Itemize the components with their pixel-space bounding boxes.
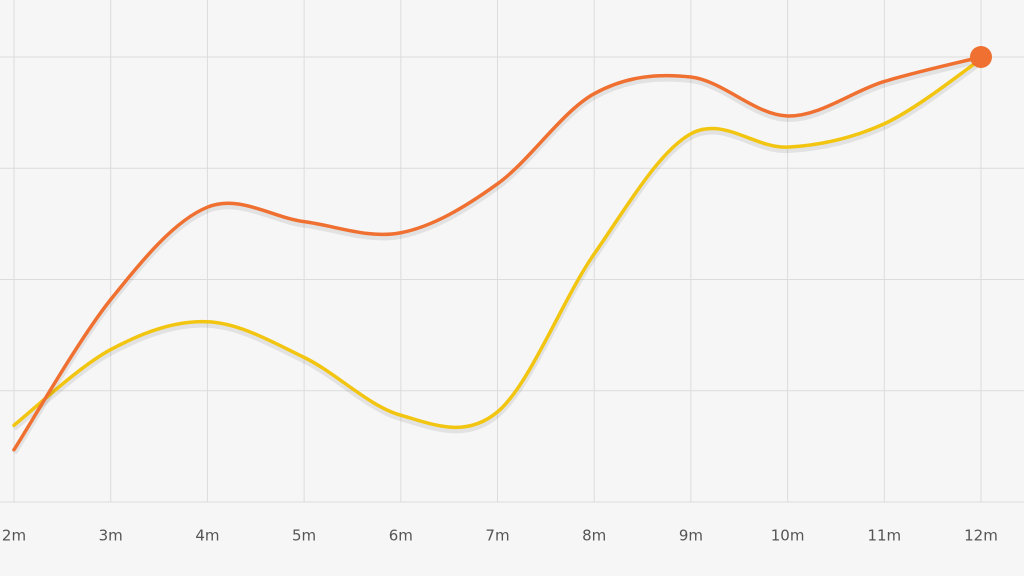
x-tick-label: 8m [582,527,606,545]
series-shadow [11,57,982,455]
x-tick-label: 6m [389,527,413,545]
series-line [12,55,983,452]
series-shadow [12,59,983,434]
x-tick-label: 4m [195,527,219,545]
x-tick-label: 7m [485,527,509,545]
x-tick-label: 3m [99,527,123,545]
x-tick-label: 10m [771,527,805,545]
series-line [12,57,983,430]
x-tick-label: 9m [679,527,703,545]
x-tick-label: 11m [867,527,901,545]
x-tick-label: 5m [292,527,316,545]
x-tick-label: 2m [2,527,26,545]
end-point [970,46,992,68]
x-tick-label: 12m [964,527,998,545]
